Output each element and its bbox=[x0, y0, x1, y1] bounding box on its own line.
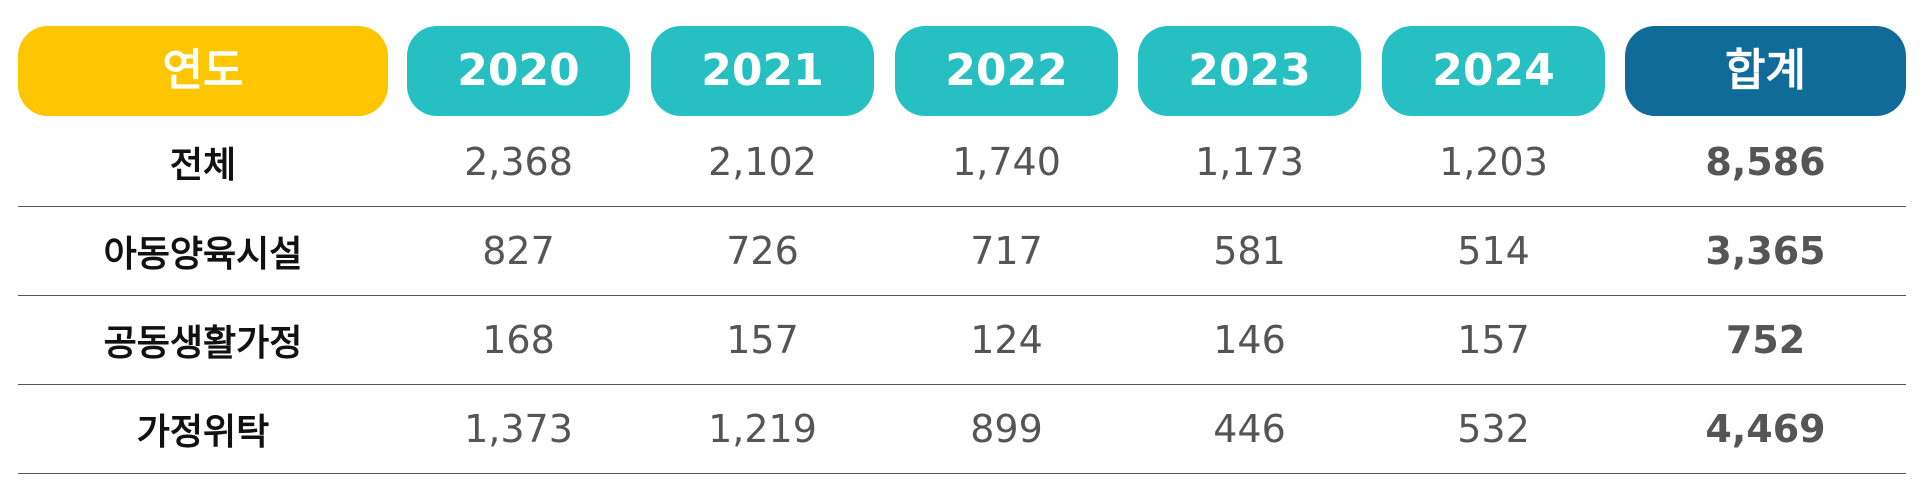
cell-sum: 8,586 bbox=[1705, 140, 1826, 184]
cell-2024: 514 bbox=[1457, 229, 1530, 273]
cell-sum: 3,365 bbox=[1705, 229, 1826, 273]
cell-2023: 446 bbox=[1213, 407, 1286, 451]
cell-2024: 1,203 bbox=[1439, 140, 1548, 184]
cell-sum: 4,469 bbox=[1705, 407, 1826, 451]
cell-2024: 157 bbox=[1457, 318, 1530, 362]
header-year-text: 2024 bbox=[1432, 45, 1555, 96]
cell-2022: 899 bbox=[970, 407, 1043, 451]
header-year-2020: 2020 bbox=[407, 26, 630, 116]
row-label: 전체 bbox=[169, 145, 237, 186]
cell-2023: 581 bbox=[1213, 229, 1286, 273]
cell-2023: 1,173 bbox=[1195, 140, 1304, 184]
cell-2021: 157 bbox=[726, 318, 799, 362]
cell-2020: 1,373 bbox=[464, 407, 573, 451]
row-label: 가정위탁 bbox=[136, 412, 270, 453]
table-row-group-home: 공동생활가정 168 157 124 146 157 752 bbox=[18, 296, 1906, 385]
header-year-label: 연도 bbox=[18, 26, 388, 116]
header-year-2023: 2023 bbox=[1138, 26, 1361, 116]
cell-2022: 124 bbox=[970, 318, 1043, 362]
cell-sum: 752 bbox=[1725, 318, 1806, 362]
row-label: 아동양육시설 bbox=[103, 234, 303, 275]
header-year-2024: 2024 bbox=[1382, 26, 1605, 116]
header-total-text: 합계 bbox=[1725, 45, 1806, 96]
header-row: 연도 2020 2021 2022 2023 2024 합계 bbox=[18, 26, 1906, 116]
header-year-text: 2021 bbox=[701, 45, 824, 96]
cell-2022: 717 bbox=[970, 229, 1043, 273]
data-table: 연도 2020 2021 2022 2023 2024 합계 전체 2,368 … bbox=[18, 26, 1906, 474]
row-label: 공동생활가정 bbox=[103, 323, 303, 364]
header-total: 합계 bbox=[1625, 26, 1906, 116]
header-year-text: 2020 bbox=[457, 45, 580, 96]
cell-2020: 2,368 bbox=[464, 140, 573, 184]
table-row-total: 전체 2,368 2,102 1,740 1,173 1,203 8,586 bbox=[18, 118, 1906, 207]
cell-2021: 726 bbox=[726, 229, 799, 273]
cell-2022: 1,740 bbox=[952, 140, 1061, 184]
table-row-foster-care: 가정위탁 1,373 1,219 899 446 532 4,469 bbox=[18, 385, 1906, 474]
cell-2021: 1,219 bbox=[708, 407, 817, 451]
cell-2021: 2,102 bbox=[708, 140, 817, 184]
cell-2020: 168 bbox=[482, 318, 555, 362]
header-year-label-text: 연도 bbox=[162, 45, 244, 96]
table-row-child-care-facility: 아동양육시설 827 726 717 581 514 3,365 bbox=[18, 207, 1906, 296]
cell-2024: 532 bbox=[1457, 407, 1530, 451]
cell-2020: 827 bbox=[482, 229, 555, 273]
cell-2023: 146 bbox=[1213, 318, 1286, 362]
header-year-text: 2022 bbox=[945, 45, 1068, 96]
header-year-text: 2023 bbox=[1188, 45, 1311, 96]
header-year-2022: 2022 bbox=[895, 26, 1118, 116]
header-year-2021: 2021 bbox=[651, 26, 874, 116]
